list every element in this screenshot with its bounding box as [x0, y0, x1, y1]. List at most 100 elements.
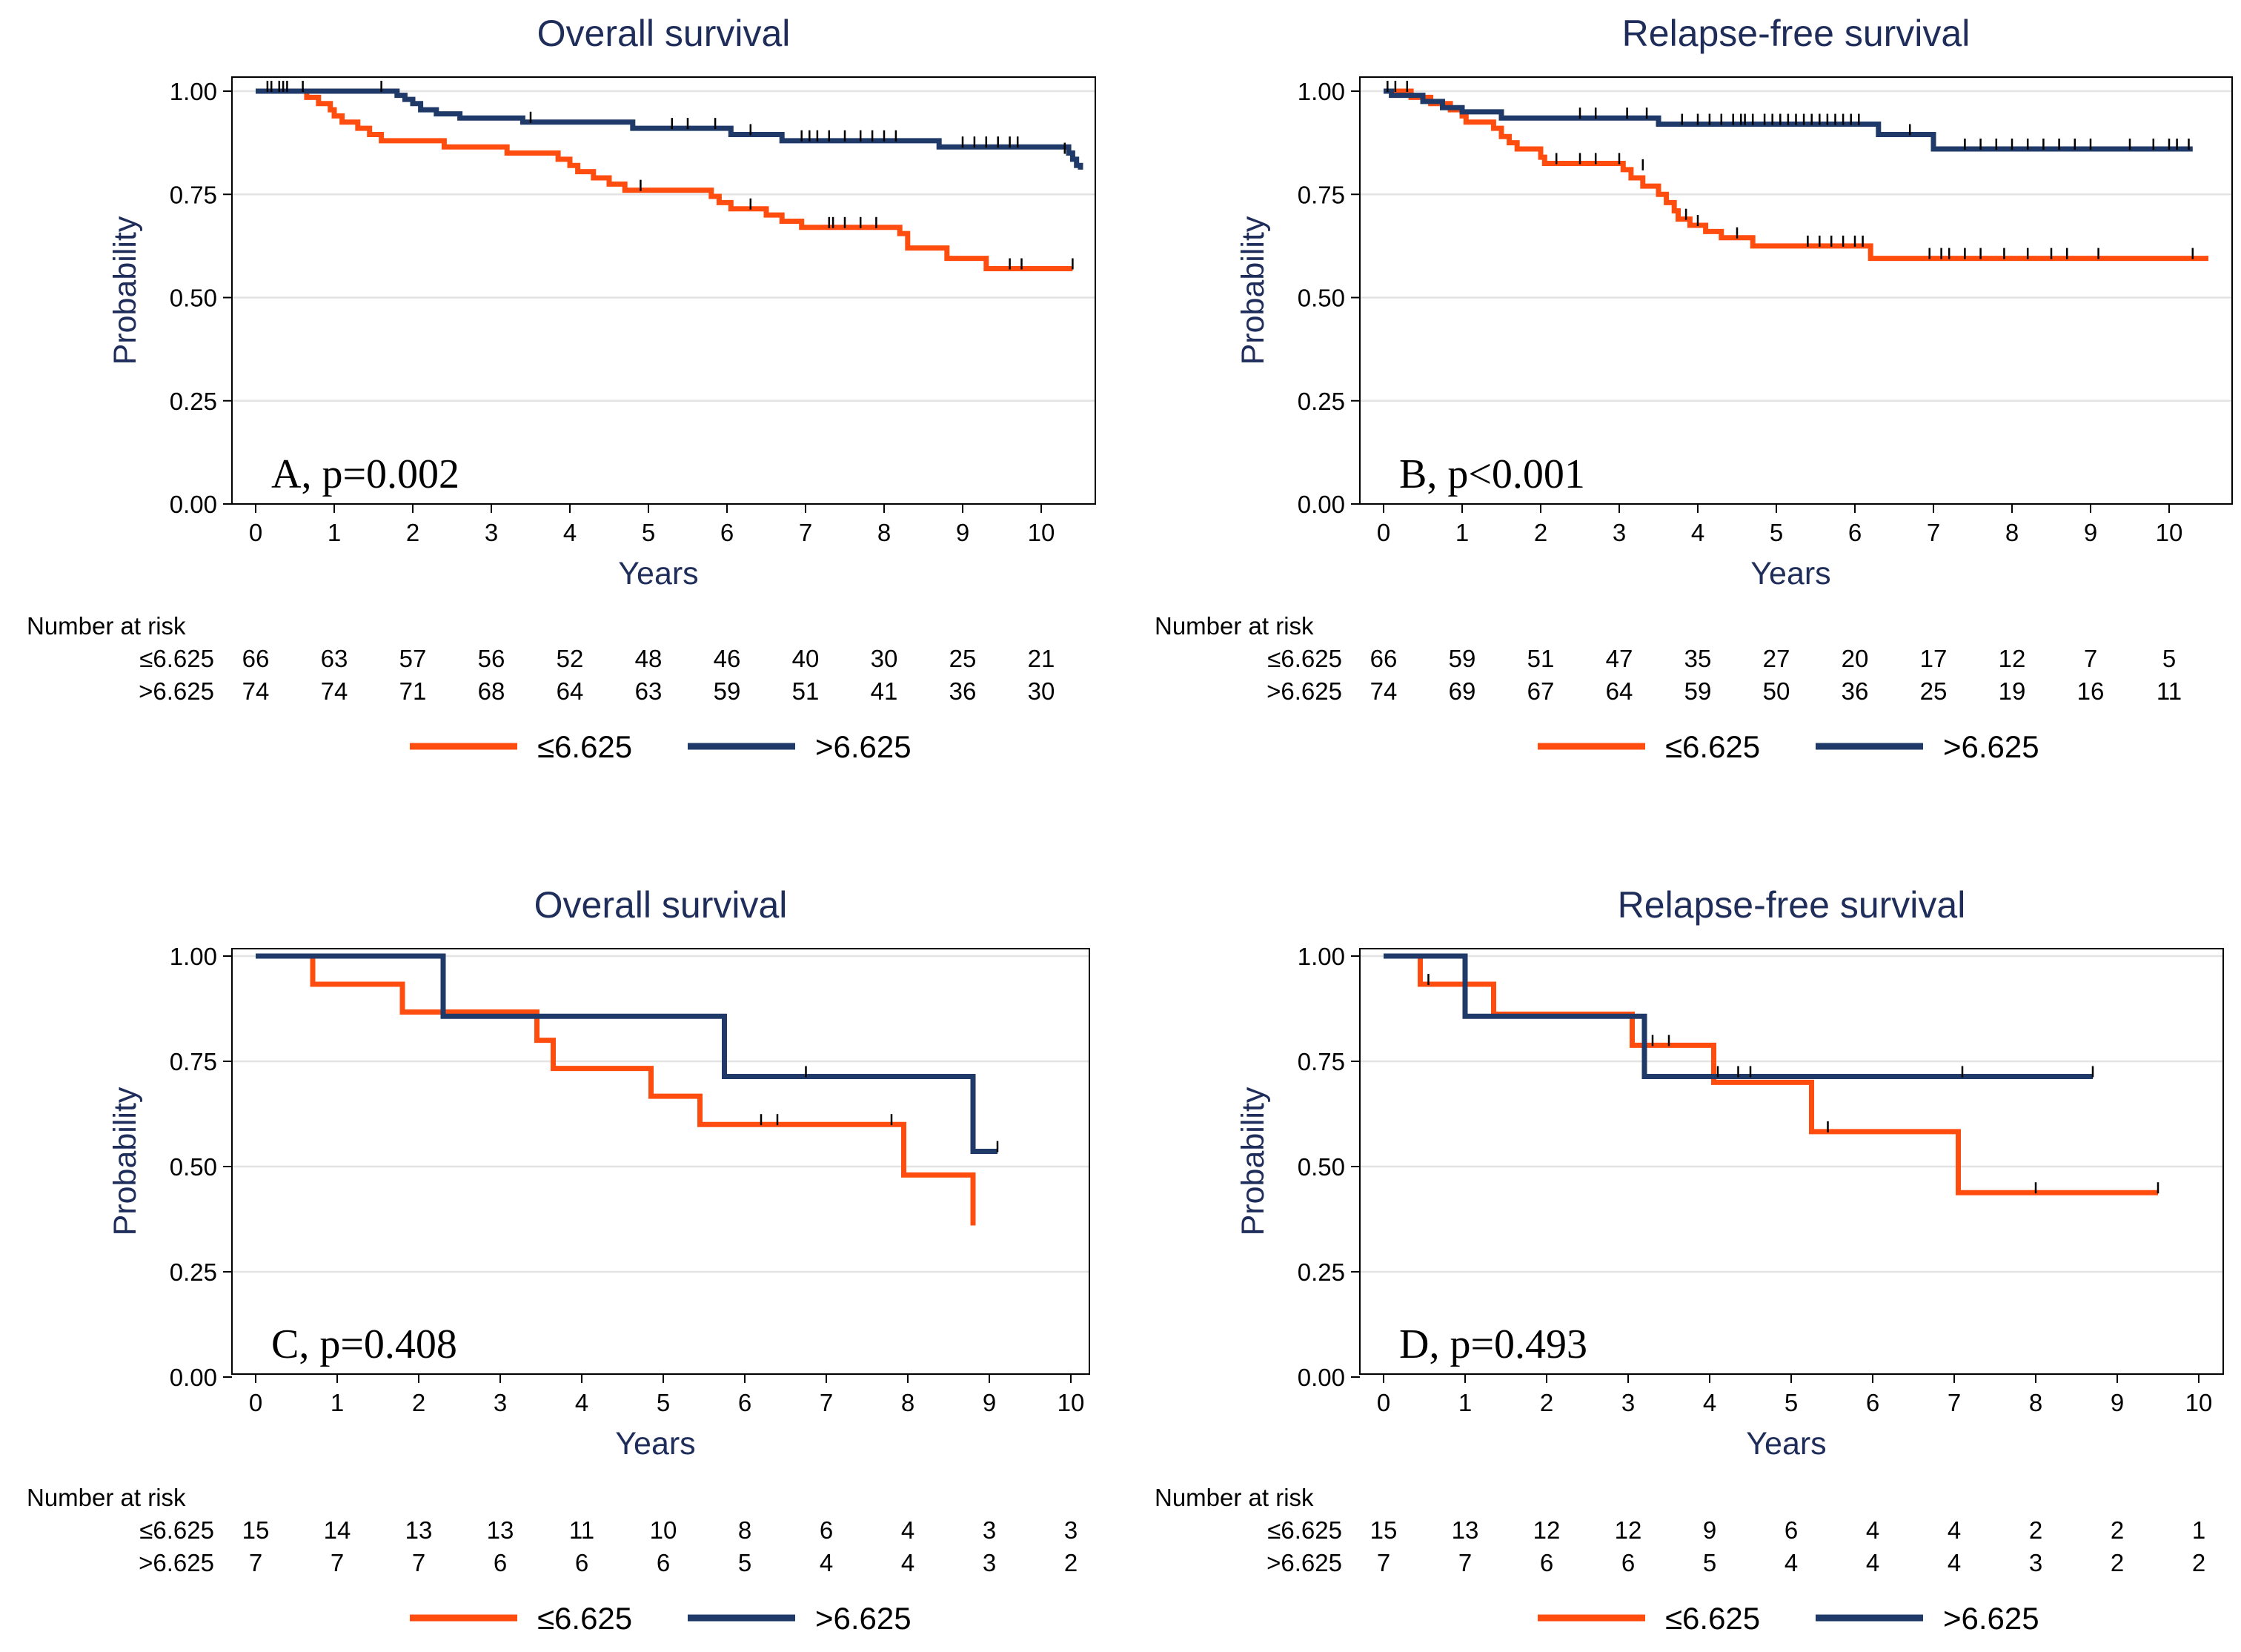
risk-row-label: >6.625	[139, 677, 214, 705]
censor-marks-high	[1387, 81, 2190, 150]
x-tick-label: 0	[1377, 519, 1390, 546]
x-tick-label: 8	[901, 1389, 914, 1416]
risk-count: 14	[324, 1516, 351, 1544]
risk-count: 4	[1948, 1549, 1961, 1576]
risk-table: Number at risk ≤6.625 15 14 13 13 11 10 8 6 4 3 3 >6.…	[27, 1484, 1078, 1576]
risk-count: 17	[1920, 645, 1948, 672]
risk-row-label: ≤6.625	[1267, 1516, 1342, 1544]
risk-count: 36	[1842, 677, 1869, 705]
risk-count: 13	[1452, 1516, 1479, 1544]
risk-count: 9	[1703, 1516, 1716, 1544]
x-tick-label: 6	[720, 519, 734, 546]
x-tick-label: 9	[2111, 1389, 2124, 1416]
plot-frame	[1359, 76, 2233, 505]
chart-title: Overall survival	[537, 13, 791, 54]
risk-table-header: Number at risk	[1155, 612, 1314, 640]
risk-count: 2	[2192, 1549, 2205, 1576]
risk-count: 47	[1606, 645, 1633, 672]
y-tick-label: 0.75	[1298, 181, 1345, 208]
x-tick-label: 6	[1848, 519, 1862, 546]
y-tick-label: 0.50	[1298, 1153, 1345, 1181]
x-tick-label: 4	[1703, 1389, 1716, 1416]
risk-count: 11	[569, 1516, 594, 1544]
risk-count: 35	[1684, 645, 1712, 672]
risk-count: 63	[321, 645, 348, 672]
risk-count: 6	[1540, 1549, 1553, 1576]
x-tick-label: 5	[1770, 519, 1783, 546]
x-tick-label: 0	[249, 1389, 262, 1416]
chart-title: Relapse-free survival	[1622, 13, 1971, 54]
y-tick-label: 0.25	[1298, 388, 1345, 415]
risk-count: 21	[1028, 645, 1055, 672]
risk-count: 6	[494, 1549, 507, 1576]
risk-count: 20	[1842, 645, 1869, 672]
y-tick-label: 1.00	[1298, 78, 1345, 105]
risk-count: 11	[2157, 677, 2182, 705]
x-tick-label: 5	[657, 1389, 670, 1416]
x-tick-label: 7	[799, 519, 812, 546]
x-tick-label: 2	[1534, 519, 1547, 546]
risk-count: 74	[321, 677, 348, 705]
risk-count: 50	[1763, 677, 1790, 705]
risk-count: 5	[2162, 645, 2176, 672]
legend-label: ≤6.625	[537, 729, 632, 764]
risk-count: 59	[714, 677, 741, 705]
gridlines	[1360, 955, 2223, 1273]
x-tick-label: 7	[1927, 519, 1940, 546]
censor-marks-high	[266, 81, 1066, 154]
risk-count: 10	[650, 1516, 677, 1544]
y-tick-label: 0.50	[170, 1153, 217, 1181]
y-tick-label: 1.00	[1298, 943, 1345, 970]
y-tick-label: 0.50	[1298, 285, 1345, 312]
risk-count: 40	[792, 645, 820, 672]
risk-count: 4	[820, 1549, 833, 1576]
x-tick-label: 8	[2029, 1389, 2042, 1416]
y-tick-label: 0.25	[170, 388, 217, 415]
censor-marks-high	[1716, 1066, 2094, 1078]
risk-count: 59	[1684, 677, 1712, 705]
risk-count: 3	[1064, 1516, 1078, 1544]
survival-curve-high	[256, 88, 1083, 170]
km-panel-1: Overall survival 0.00 0.25 0.50 0.75 1.00 0 1 2 3…	[27, 13, 1096, 764]
risk-count: 5	[1703, 1549, 1716, 1576]
risk-row-label: >6.625	[1266, 1549, 1342, 1576]
panel-annotation: B, p<0.001	[1399, 451, 1585, 497]
x-tick-label: 10	[2156, 519, 2183, 546]
risk-row-label: ≤6.625	[139, 645, 214, 672]
risk-count: 6	[820, 1516, 833, 1544]
panel-annotation: C, p=0.408	[271, 1321, 457, 1367]
x-tick-label: 2	[406, 519, 419, 546]
risk-count: 30	[1028, 677, 1055, 705]
risk-row-label: >6.625	[1266, 677, 1342, 705]
risk-table: Number at risk ≤6.625 66 63 57 56 52 48 46 40 30 25…	[27, 612, 1055, 705]
risk-count: 6	[575, 1549, 588, 1576]
y-tick-label: 0.00	[1298, 491, 1345, 518]
risk-count: 66	[1370, 645, 1398, 672]
y-axis-title: Probability	[1235, 1087, 1271, 1235]
x-tick-label: 9	[2084, 519, 2097, 546]
risk-count: 3	[2029, 1549, 2042, 1576]
y-tick-label: 0.25	[1298, 1258, 1345, 1286]
y-tick-label: 0.75	[1298, 1048, 1345, 1075]
x-tick-label: 4	[563, 519, 577, 546]
chart-title: Relapse-free survival	[1618, 884, 1966, 926]
x-tick-label: 10	[1058, 1389, 1085, 1416]
survival-curve-low	[1384, 88, 2208, 262]
legend-label: >6.625	[815, 729, 912, 764]
survival-curve-high	[1384, 88, 2193, 152]
risk-count: 36	[949, 677, 977, 705]
risk-count: 2	[2111, 1516, 2124, 1544]
risk-count: 5	[738, 1549, 751, 1576]
y-tick-label: 0.75	[170, 181, 217, 208]
risk-count: 7	[1377, 1549, 1390, 1576]
legend-label: >6.625	[1943, 729, 2039, 764]
x-tick-label: 1	[1455, 519, 1469, 546]
x-tick-label: 0	[1377, 1389, 1390, 1416]
risk-count: 13	[405, 1516, 433, 1544]
x-tick-label: 8	[2005, 519, 2019, 546]
risk-count: 74	[1370, 677, 1398, 705]
risk-count: 64	[1606, 677, 1633, 705]
risk-count: 69	[1449, 677, 1476, 705]
risk-count: 2	[2029, 1516, 2042, 1544]
